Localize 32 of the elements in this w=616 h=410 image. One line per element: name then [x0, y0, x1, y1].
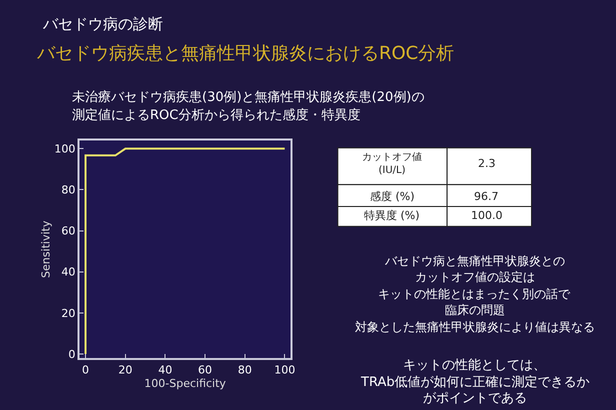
y-axis-title: Sensitivity — [40, 220, 53, 278]
text: 対象とした無痛性甲状腺炎により値は異なる — [355, 320, 595, 334]
text: 測定値によるROC分析から得られた感度・特異度 — [72, 107, 360, 123]
x-tick-label: 60 — [198, 363, 212, 376]
text: キットの性能とはまったく別の話で — [378, 287, 571, 301]
text: 2.3 — [478, 157, 496, 170]
y-tick-label: 20 — [61, 306, 76, 320]
x-tick-label: 20 — [118, 363, 132, 376]
chart-subtitle: バセドウ病疾患と無痛性甲状腺炎におけるROC分析 — [36, 43, 454, 64]
x-tick-label: 100 — [274, 363, 296, 376]
y-tick-label: 80 — [61, 184, 76, 197]
text: カットオフ値の設定は — [415, 270, 535, 284]
text: TRAb低値が如何に正確に測定できるか — [360, 375, 590, 390]
text: 未治療バセドウ病疾患(30例)と無痛性甲状腺炎疾患(20例)の — [72, 90, 424, 105]
text: カットオフ値 (IU/L) — [362, 151, 422, 176]
y-tick-label: 40 — [61, 266, 76, 279]
y-tick-label: 0 — [68, 348, 76, 361]
text: 100.0 — [471, 209, 502, 222]
text: 96.7 — [474, 190, 498, 203]
x-tick-label: 40 — [158, 363, 172, 376]
y-tick-label: 60 — [61, 224, 76, 238]
text: キットの性能としては、 — [403, 358, 546, 373]
text: 感度 (%) — [370, 190, 415, 203]
text: がポイントである — [423, 391, 527, 406]
x-tick-label: 0 — [82, 363, 90, 376]
text: 特異度 (%) — [364, 209, 420, 222]
chart-title: バセドウ病の診断 — [42, 15, 163, 33]
y-tick-label: 100 — [54, 142, 76, 156]
text: 臨床の問題 — [445, 303, 505, 317]
x-tick-label: 80 — [238, 363, 252, 376]
x-axis-title: 100-Specificity — [144, 377, 226, 390]
text: バセドウ病と無痛性甲状腺炎との — [384, 254, 565, 268]
